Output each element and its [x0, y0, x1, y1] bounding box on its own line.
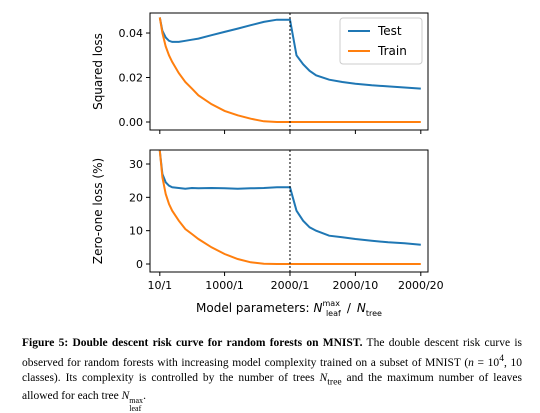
- y-tick-label: 10: [129, 225, 143, 238]
- caption-title: Double descent risk curve for random for…: [72, 337, 363, 349]
- caption-run: max: [129, 396, 144, 406]
- x-axis-label: Model parameters: Nmax leaf / Ntree: [196, 299, 382, 318]
- series-line: [158, 150, 421, 265]
- caption-run: = 10: [473, 356, 500, 369]
- caption-run: max leaf: [129, 397, 143, 413]
- x-tick-label: 2000/10: [333, 279, 379, 292]
- series-line: [158, 150, 421, 246]
- x-axis-label-part: N: [357, 301, 366, 315]
- caption-run: .: [143, 390, 146, 403]
- y-tick-label: 0.00: [119, 116, 144, 129]
- axes-frame: [149, 149, 429, 273]
- y-tick-label: 0.04: [119, 27, 144, 40]
- figure: 0.00 0.02 0.04 Squared loss Test Train 0 10 20 30…: [91, 12, 444, 318]
- axes-frame: [149, 12, 429, 131]
- caption-run: N: [121, 390, 130, 403]
- x-axis-label-part: leaf: [326, 309, 341, 318]
- legend-label: Test: [377, 24, 402, 38]
- x-tick-label: 2000/1: [271, 279, 310, 292]
- caption-run: leaf: [129, 404, 142, 413]
- x-axis-label-part: N: [314, 301, 323, 315]
- caption-run: N: [319, 371, 328, 384]
- x-tick-label: 1000/1: [205, 279, 244, 292]
- y-tick-label: 30: [129, 158, 143, 171]
- caption-run: and the maximum number of leaves allowed…: [22, 371, 522, 403]
- y-tick-label: 20: [129, 191, 143, 204]
- y-tick-label: 0: [136, 258, 143, 271]
- caption-run: The double descent risk curve is observe…: [22, 337, 522, 369]
- x-axis-label-part: /: [347, 301, 352, 315]
- series-line: [158, 17, 421, 90]
- caption-run: , 10 classes). Its complexity is control…: [22, 356, 523, 384]
- x-tick-label: 10/1: [147, 279, 172, 292]
- caption-run: tree: [327, 376, 342, 388]
- y-tick-label: 0.02: [119, 72, 144, 85]
- caption: Figure 5: Double descent risk curve for …: [22, 336, 522, 413]
- y-axis-label: Squared loss: [91, 33, 105, 110]
- x-axis-label-part: Model parameters:: [196, 301, 310, 315]
- x-tick-label: 2000/20: [398, 279, 444, 292]
- caption-run: 4: [499, 353, 504, 364]
- legend-box: [339, 17, 423, 65]
- caption-body: The double descent risk curve is observe…: [22, 337, 523, 413]
- x-axis-label-part: max: [323, 299, 341, 308]
- caption-label: Figure 5:: [22, 337, 69, 349]
- y-axis-label: Zero-one loss (%): [91, 158, 105, 264]
- legend-label: Train: [377, 44, 407, 58]
- x-axis-label-part: tree: [366, 309, 382, 318]
- series-line: [158, 17, 421, 123]
- caption-run: n: [468, 356, 474, 369]
